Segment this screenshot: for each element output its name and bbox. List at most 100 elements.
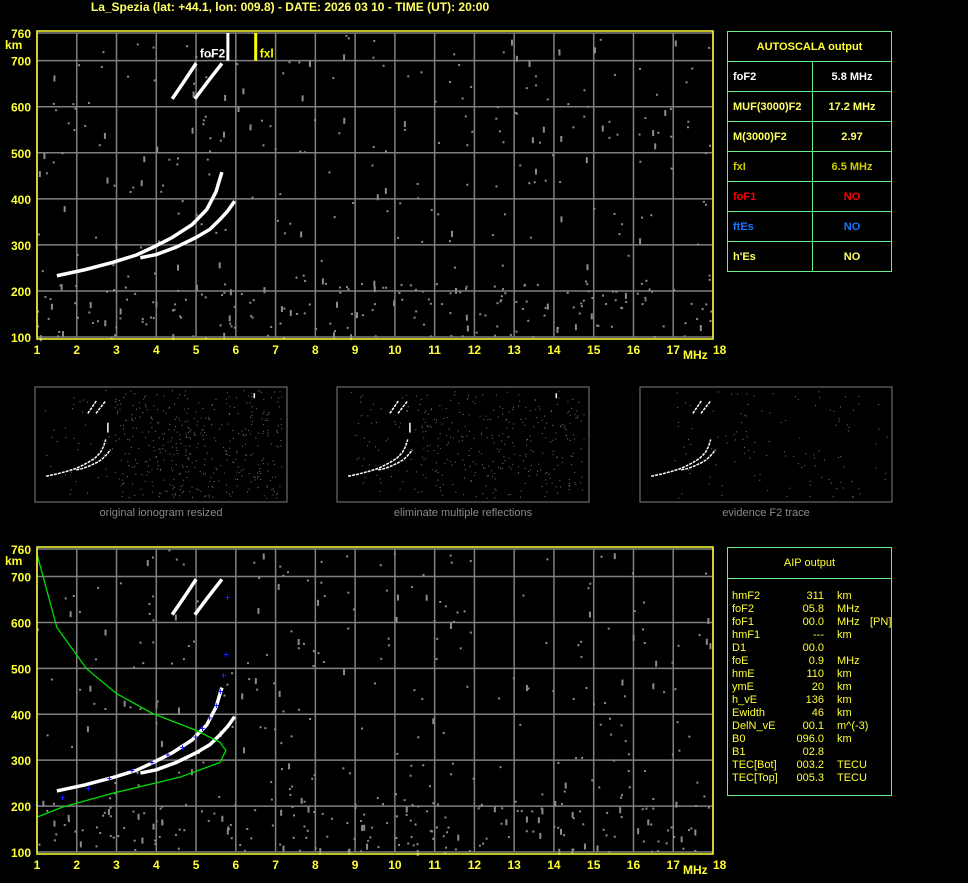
noise-echo [410,835,413,838]
noise-echo [259,390,261,392]
noise-echo [279,565,282,568]
noise-echo [567,103,570,106]
aip-row: TEC[Top] 005.3 TECU [732,772,891,785]
noise-echo [541,793,544,796]
marker-label: fxl [260,47,274,61]
noise-echo [425,410,427,412]
noise-echo [265,653,268,656]
noise-echo [153,272,156,275]
noise-echo [708,278,711,281]
noise-echo [507,494,509,496]
noise-echo [482,467,484,469]
noise-echo [528,475,530,477]
noise-echo [558,49,561,56]
noise-echo [521,308,524,311]
noise-echo [623,695,626,698]
noise-echo [185,449,187,451]
noise-echo [281,466,283,468]
aip-param-value: 20 [811,681,824,693]
noise-echo [108,436,110,438]
noise-echo [583,439,585,441]
noise-echo [141,474,143,476]
y-tick-label: 760 [11,543,31,557]
noise-echo [199,471,201,473]
noise-echo [829,409,831,411]
noise-echo [848,430,850,432]
y-tick-label: 400 [11,193,31,207]
noise-echo [253,561,256,564]
noise-echo [498,466,500,468]
noise-echo [245,454,247,456]
noise-echo [37,325,40,328]
noise-echo [560,216,563,223]
noise-echo [753,395,755,397]
echo-trace [170,62,198,100]
noise-echo [187,407,189,409]
autoscala-row: M(3000)F2 2.97 [727,121,892,152]
noise-echo [579,810,582,813]
noise-echo [458,402,460,404]
noise-echo [185,451,187,453]
noise-echo [69,611,72,618]
noise-echo [575,483,577,485]
noise-echo [439,433,441,435]
autoscala-row: fxI 6.5 MHz [727,151,892,182]
noise-echo [147,465,149,467]
noise-echo [754,475,756,477]
noise-echo [691,427,693,429]
noise-echo [168,429,170,431]
noise-echo [115,243,118,250]
noise-echo [65,474,67,476]
noise-echo [429,302,432,305]
noise-echo [219,428,221,430]
noise-echo [426,445,428,447]
noise-echo [839,481,841,483]
noise-echo [566,435,568,437]
noise-echo [427,413,429,415]
noise-echo [604,701,607,704]
aip-param-unit: MHz [837,603,860,615]
noise-echo [146,474,148,476]
noise-echo [156,455,158,457]
noise-echo [347,591,350,594]
noise-echo [171,662,174,665]
noise-echo [450,334,453,337]
noise-echo [41,270,44,273]
noise-echo [504,443,506,445]
noise-echo [566,291,569,294]
aip-param-unit: km [837,694,852,706]
noise-echo [572,698,575,701]
noise-echo [143,398,145,400]
noise-echo [203,439,205,441]
noise-echo [95,826,98,829]
y-tick-label: 500 [11,662,31,676]
noise-echo [197,421,199,423]
noise-echo [172,334,175,341]
noise-echo [576,410,578,412]
noise-echo [209,480,211,482]
noise-echo [115,398,117,400]
noise-echo [581,489,583,491]
noise-echo [466,183,469,186]
noise-echo [412,844,415,847]
noise-echo [652,797,655,800]
noise-echo [363,824,366,831]
noise-echo [223,291,226,294]
noise-echo [212,486,214,488]
noise-echo [198,402,200,404]
noise-echo [497,106,500,109]
noise-echo [189,491,191,493]
noise-echo [448,428,450,430]
noise-echo [276,497,278,499]
noise-echo [251,406,253,408]
autoscala-row: foF1 NO [727,181,892,212]
aip-param-value: 136 [805,694,824,706]
x-tick-label: 7 [272,858,279,872]
noise-echo [218,796,221,799]
noise-echo [425,594,428,601]
noise-echo [131,466,133,468]
noise-echo [612,759,615,762]
noise-echo [170,440,172,442]
noise-echo [236,485,238,487]
aip-param-name: Ewidth [732,707,766,719]
